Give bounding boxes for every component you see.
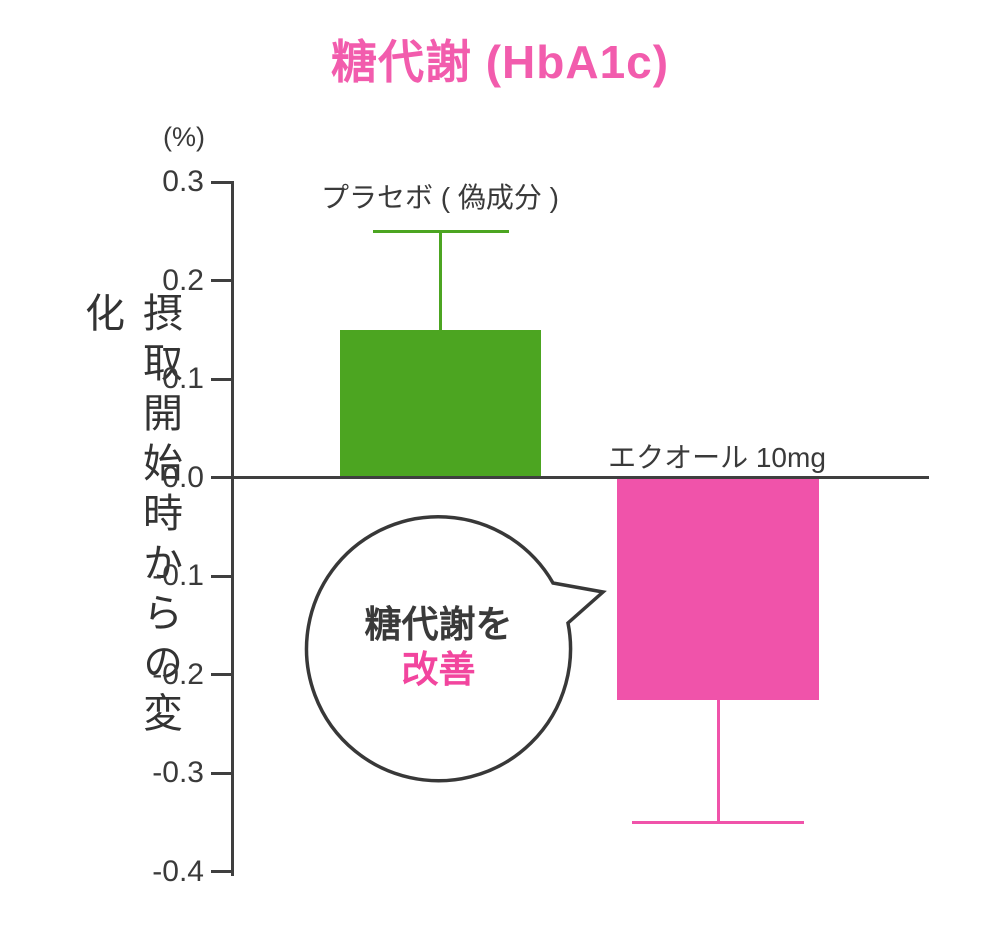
tick-mark <box>211 771 234 775</box>
tick-mark <box>211 279 234 282</box>
speech-bubble-outline <box>304 515 607 783</box>
tick-label: 0.1 <box>162 362 204 395</box>
error-bar-line <box>439 231 442 330</box>
error-bar-line <box>716 699 720 823</box>
y-axis-title: 摂取開始時からの変化 <box>79 292 181 742</box>
speech-bubble-text: 糖代謝を 改善 <box>306 602 571 692</box>
y-axis-unit: (%) <box>163 122 205 152</box>
tick-label: -0.3 <box>152 756 204 789</box>
tick-label: -0.2 <box>152 657 204 691</box>
error-bar-cap <box>372 229 509 233</box>
bubble-line-1: 糖代謝を <box>364 604 513 645</box>
bar-label: エクオール 10mg <box>608 442 826 473</box>
chart-title: 糖代謝 (HbA1c) <box>330 36 670 88</box>
error-bar-cap <box>632 820 804 824</box>
tick-label: -0.4 <box>152 854 204 888</box>
bubble-line-2: 改善 <box>401 649 476 690</box>
bar-equol <box>617 476 819 700</box>
tick-mark <box>211 673 234 676</box>
tick-label: -0.1 <box>152 559 204 592</box>
bar-label: プラセボ ( 偽成分 ) <box>321 182 559 213</box>
y-axis-line <box>231 182 234 876</box>
zero-baseline <box>231 476 929 479</box>
tick-label: 0.3 <box>162 165 204 198</box>
tick-mark <box>211 476 234 479</box>
tick-mark <box>211 377 234 381</box>
tick-mark <box>211 574 234 578</box>
tick-mark <box>211 870 234 873</box>
tick-label: 0.0 <box>162 460 204 494</box>
bar-placebo <box>340 329 541 479</box>
tick-mark <box>211 180 234 184</box>
tick-label: 0.2 <box>162 263 204 297</box>
speech-bubble <box>304 515 607 783</box>
